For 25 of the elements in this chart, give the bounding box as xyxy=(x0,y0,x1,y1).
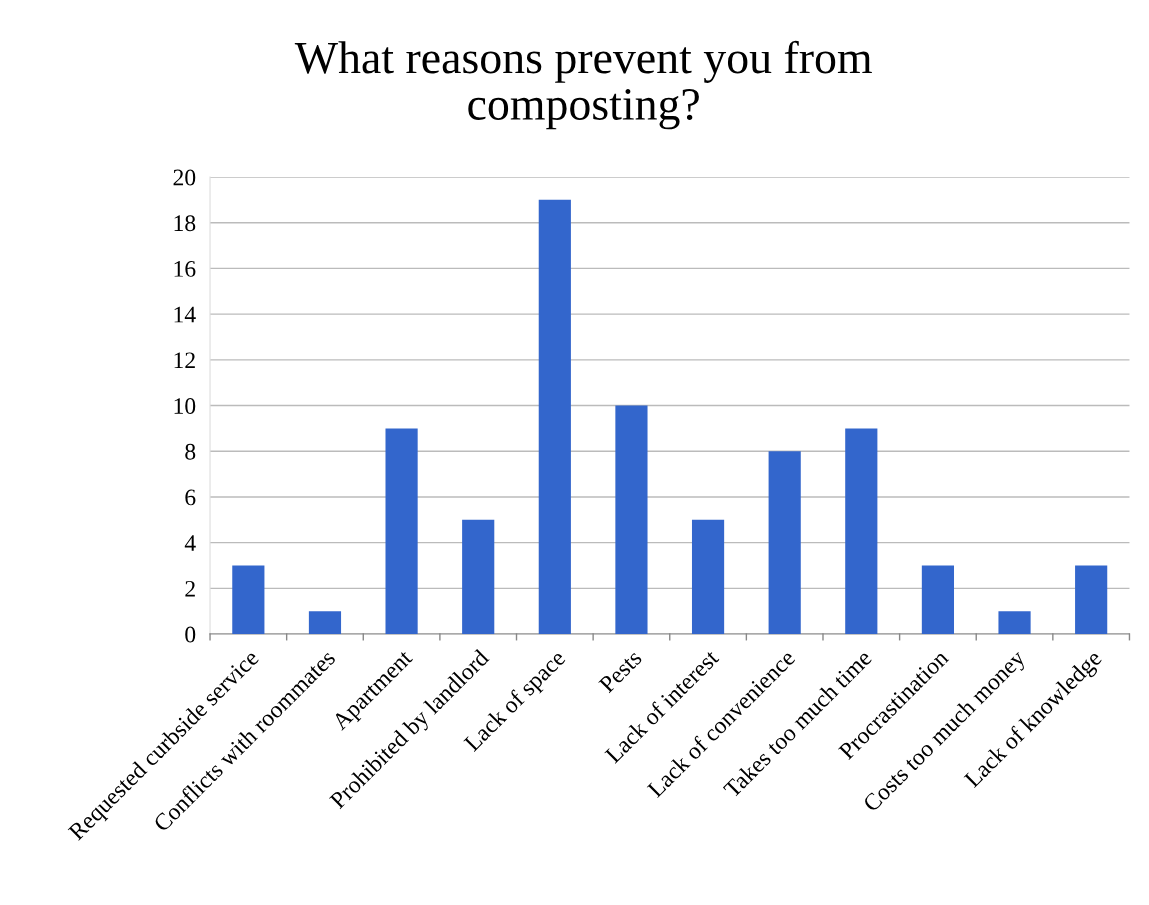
y-tick-label: 4 xyxy=(184,535,196,551)
bar xyxy=(308,611,342,635)
bar xyxy=(998,611,1031,635)
x-tick-label: Pests xyxy=(598,649,643,694)
bar xyxy=(921,565,955,635)
y-tick-label: 10 xyxy=(174,398,196,414)
y-tick-label: 0 xyxy=(185,626,196,643)
bar xyxy=(385,428,418,635)
bar xyxy=(232,565,265,635)
bar xyxy=(1075,565,1108,635)
y-tick-label: 18 xyxy=(174,215,196,232)
y-tick-label: 2 xyxy=(185,580,195,597)
bar xyxy=(768,451,801,635)
bar xyxy=(538,199,571,635)
bar xyxy=(462,519,495,635)
chart-title: What reasons prevent you from composting? xyxy=(294,40,872,130)
y-tick-label: 12 xyxy=(174,352,195,369)
bar xyxy=(845,428,878,635)
y-tick-label: 16 xyxy=(174,260,196,277)
y-tick-label: 6 xyxy=(185,489,196,506)
y-tick-label: 14 xyxy=(174,306,196,323)
y-tick-label: 8 xyxy=(185,443,196,460)
y-tick-label: 20 xyxy=(173,169,196,186)
bar xyxy=(691,519,725,635)
bar xyxy=(615,405,648,635)
